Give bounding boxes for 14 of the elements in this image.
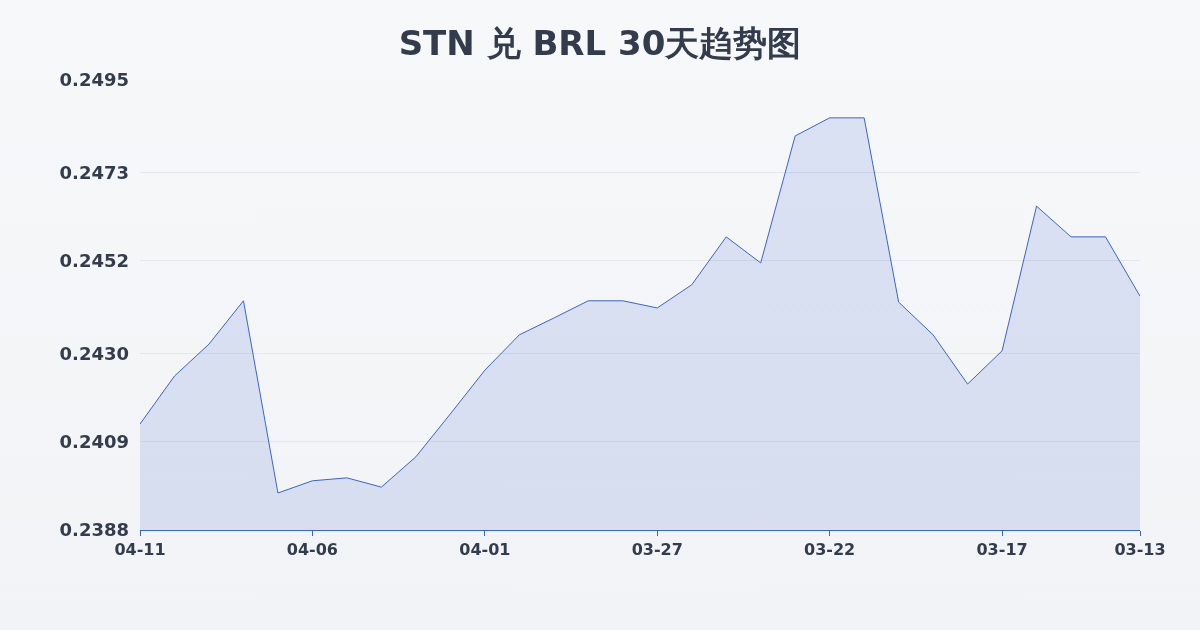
chart-title: STN 兑 BRL 30天趋势图 bbox=[398, 23, 802, 64]
x-tick-label: 04-01 bbox=[459, 540, 511, 560]
x-tick-label: 04-11 bbox=[114, 540, 166, 560]
y-tick-label: 0.2473 bbox=[59, 161, 129, 183]
y-tick-label: 0.2409 bbox=[59, 430, 129, 452]
x-tick-label: 03-17 bbox=[976, 540, 1028, 560]
y-tick-label: 0.2452 bbox=[59, 250, 129, 272]
y-tick-label: 0.2495 bbox=[59, 69, 129, 91]
y-tick-label: 0.2430 bbox=[59, 342, 129, 364]
x-tick-label: 03-27 bbox=[631, 540, 683, 560]
x-tick-label: 03-13 bbox=[1114, 540, 1166, 560]
x-tick-label: 03-22 bbox=[804, 540, 856, 560]
y-tick-label: 0.2388 bbox=[59, 519, 129, 541]
x-tick-label: 04-06 bbox=[286, 540, 338, 560]
